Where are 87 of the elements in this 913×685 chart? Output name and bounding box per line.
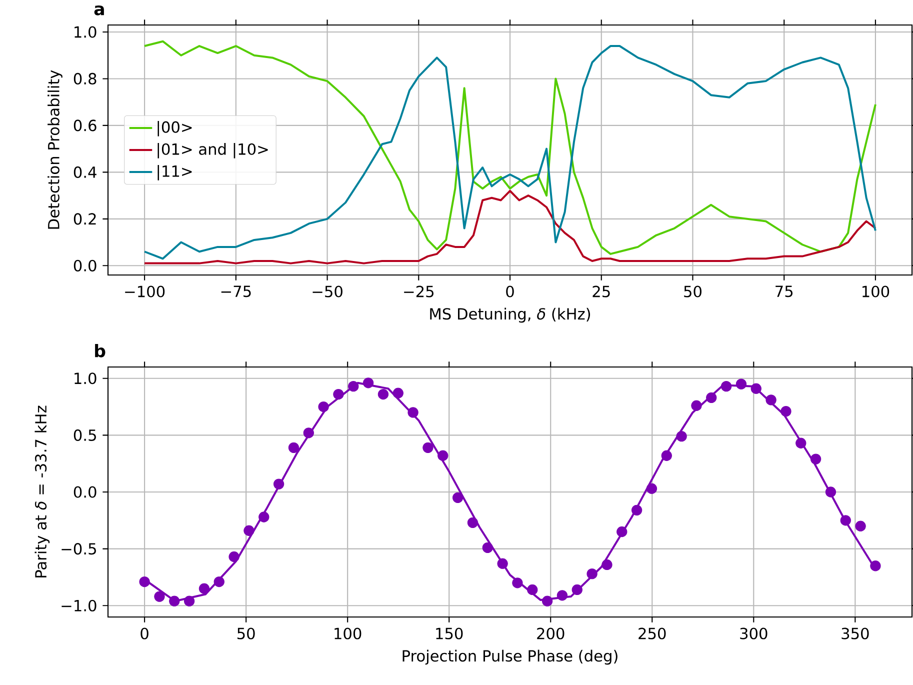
point xyxy=(586,568,598,580)
x-tick-label: 100 xyxy=(862,286,890,298)
point xyxy=(631,504,642,516)
x-tick-label: 25 xyxy=(592,286,610,298)
point xyxy=(198,583,210,594)
point xyxy=(378,388,389,400)
x-tick-label: −75 xyxy=(221,286,251,298)
point xyxy=(720,380,732,392)
point xyxy=(333,388,344,400)
y-tick-label: −0.5 xyxy=(62,543,96,555)
point xyxy=(184,596,195,606)
point xyxy=(556,590,568,601)
x-tick-label: −100 xyxy=(125,286,165,298)
x-tick-label: 250 xyxy=(638,628,666,640)
y-axis-title: Detection Probability xyxy=(48,70,62,229)
chart-title: a xyxy=(94,5,104,16)
point xyxy=(452,492,464,504)
point xyxy=(542,596,553,606)
x-tick-label: 150 xyxy=(436,628,463,640)
legend-label: |11> xyxy=(158,165,192,180)
point xyxy=(362,378,374,388)
x-axis-title: Projection Pulse Phase (deg) xyxy=(402,650,618,665)
point xyxy=(616,526,628,538)
point xyxy=(258,512,270,522)
y-tick-label: −1.0 xyxy=(62,600,96,612)
point xyxy=(646,483,658,494)
point xyxy=(273,478,284,490)
point xyxy=(512,578,523,588)
point xyxy=(288,442,300,454)
point xyxy=(676,430,687,442)
point xyxy=(766,394,776,406)
point xyxy=(527,584,538,596)
point xyxy=(780,406,792,417)
y-tick-label: 0.0 xyxy=(74,260,96,272)
x-tick-label: 50 xyxy=(238,628,255,640)
x-tick-label: 0 xyxy=(506,286,514,298)
point xyxy=(602,559,612,570)
point xyxy=(855,520,866,532)
point xyxy=(870,560,881,572)
x-tick-label: 50 xyxy=(684,286,702,298)
x-tick-label: −25 xyxy=(404,286,434,298)
y-tick-label: 0.2 xyxy=(74,213,96,225)
y-tick-label: 0.0 xyxy=(74,486,96,498)
point xyxy=(840,515,851,526)
point xyxy=(706,392,717,404)
point xyxy=(438,450,448,461)
point xyxy=(228,551,240,562)
y-tick-label: 0.5 xyxy=(74,429,96,441)
point xyxy=(691,400,702,411)
x-tick-label: 200 xyxy=(537,628,564,640)
point xyxy=(750,383,762,394)
y-tick-label: 0.6 xyxy=(74,120,96,132)
point xyxy=(482,542,493,554)
y-tick-label: 1.0 xyxy=(74,26,96,38)
legend-label: |01> and |10> xyxy=(158,142,268,158)
point xyxy=(139,576,150,588)
point xyxy=(169,596,180,606)
x-axis-title: MS Detuning, δ (kHz) xyxy=(430,308,590,323)
chart-title: b xyxy=(95,344,106,358)
point xyxy=(736,378,747,390)
point xyxy=(422,442,434,454)
point xyxy=(810,454,822,464)
x-tick-label: 0 xyxy=(140,628,148,640)
point xyxy=(497,558,508,569)
point xyxy=(214,576,224,588)
x-tick-label: 300 xyxy=(740,628,768,640)
point xyxy=(303,428,314,438)
point xyxy=(661,450,672,461)
point xyxy=(408,407,418,418)
point xyxy=(392,388,404,398)
point xyxy=(348,380,359,392)
y-tick-label: 1.0 xyxy=(74,372,96,384)
point xyxy=(318,401,329,412)
y-tick-label: 0.8 xyxy=(74,72,96,85)
point xyxy=(467,517,478,528)
y-tick-label: 0.4 xyxy=(74,166,96,178)
point xyxy=(572,584,582,596)
point xyxy=(796,438,806,448)
point xyxy=(825,486,836,498)
point xyxy=(154,591,165,602)
legend-label: |00> xyxy=(158,120,192,136)
x-tick-label: 75 xyxy=(776,286,793,298)
x-tick-label: 350 xyxy=(842,628,869,640)
y-axis-title: Parity at δ = -33.7 kHz xyxy=(34,406,50,578)
x-tick-label: 100 xyxy=(334,628,362,640)
point xyxy=(244,525,254,536)
x-tick-label: −50 xyxy=(312,286,342,298)
